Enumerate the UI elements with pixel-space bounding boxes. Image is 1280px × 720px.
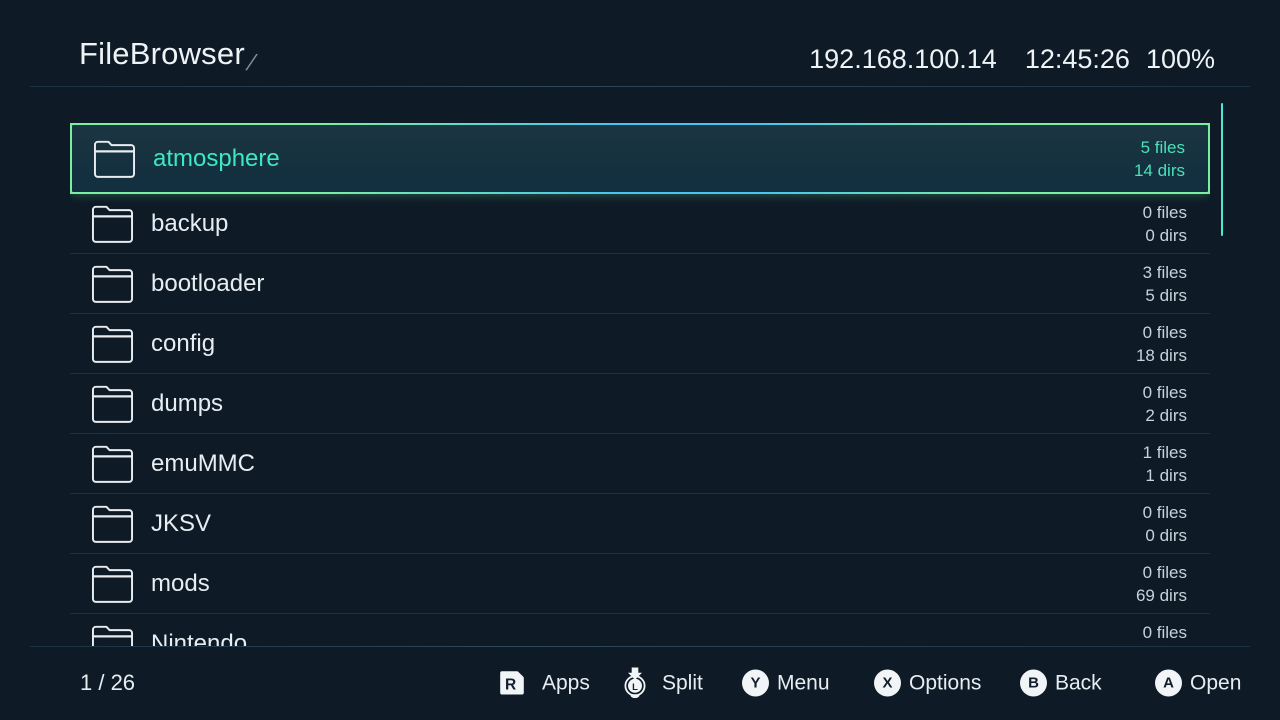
svg-text:R: R [505,676,516,693]
svg-text:L: L [632,681,638,692]
